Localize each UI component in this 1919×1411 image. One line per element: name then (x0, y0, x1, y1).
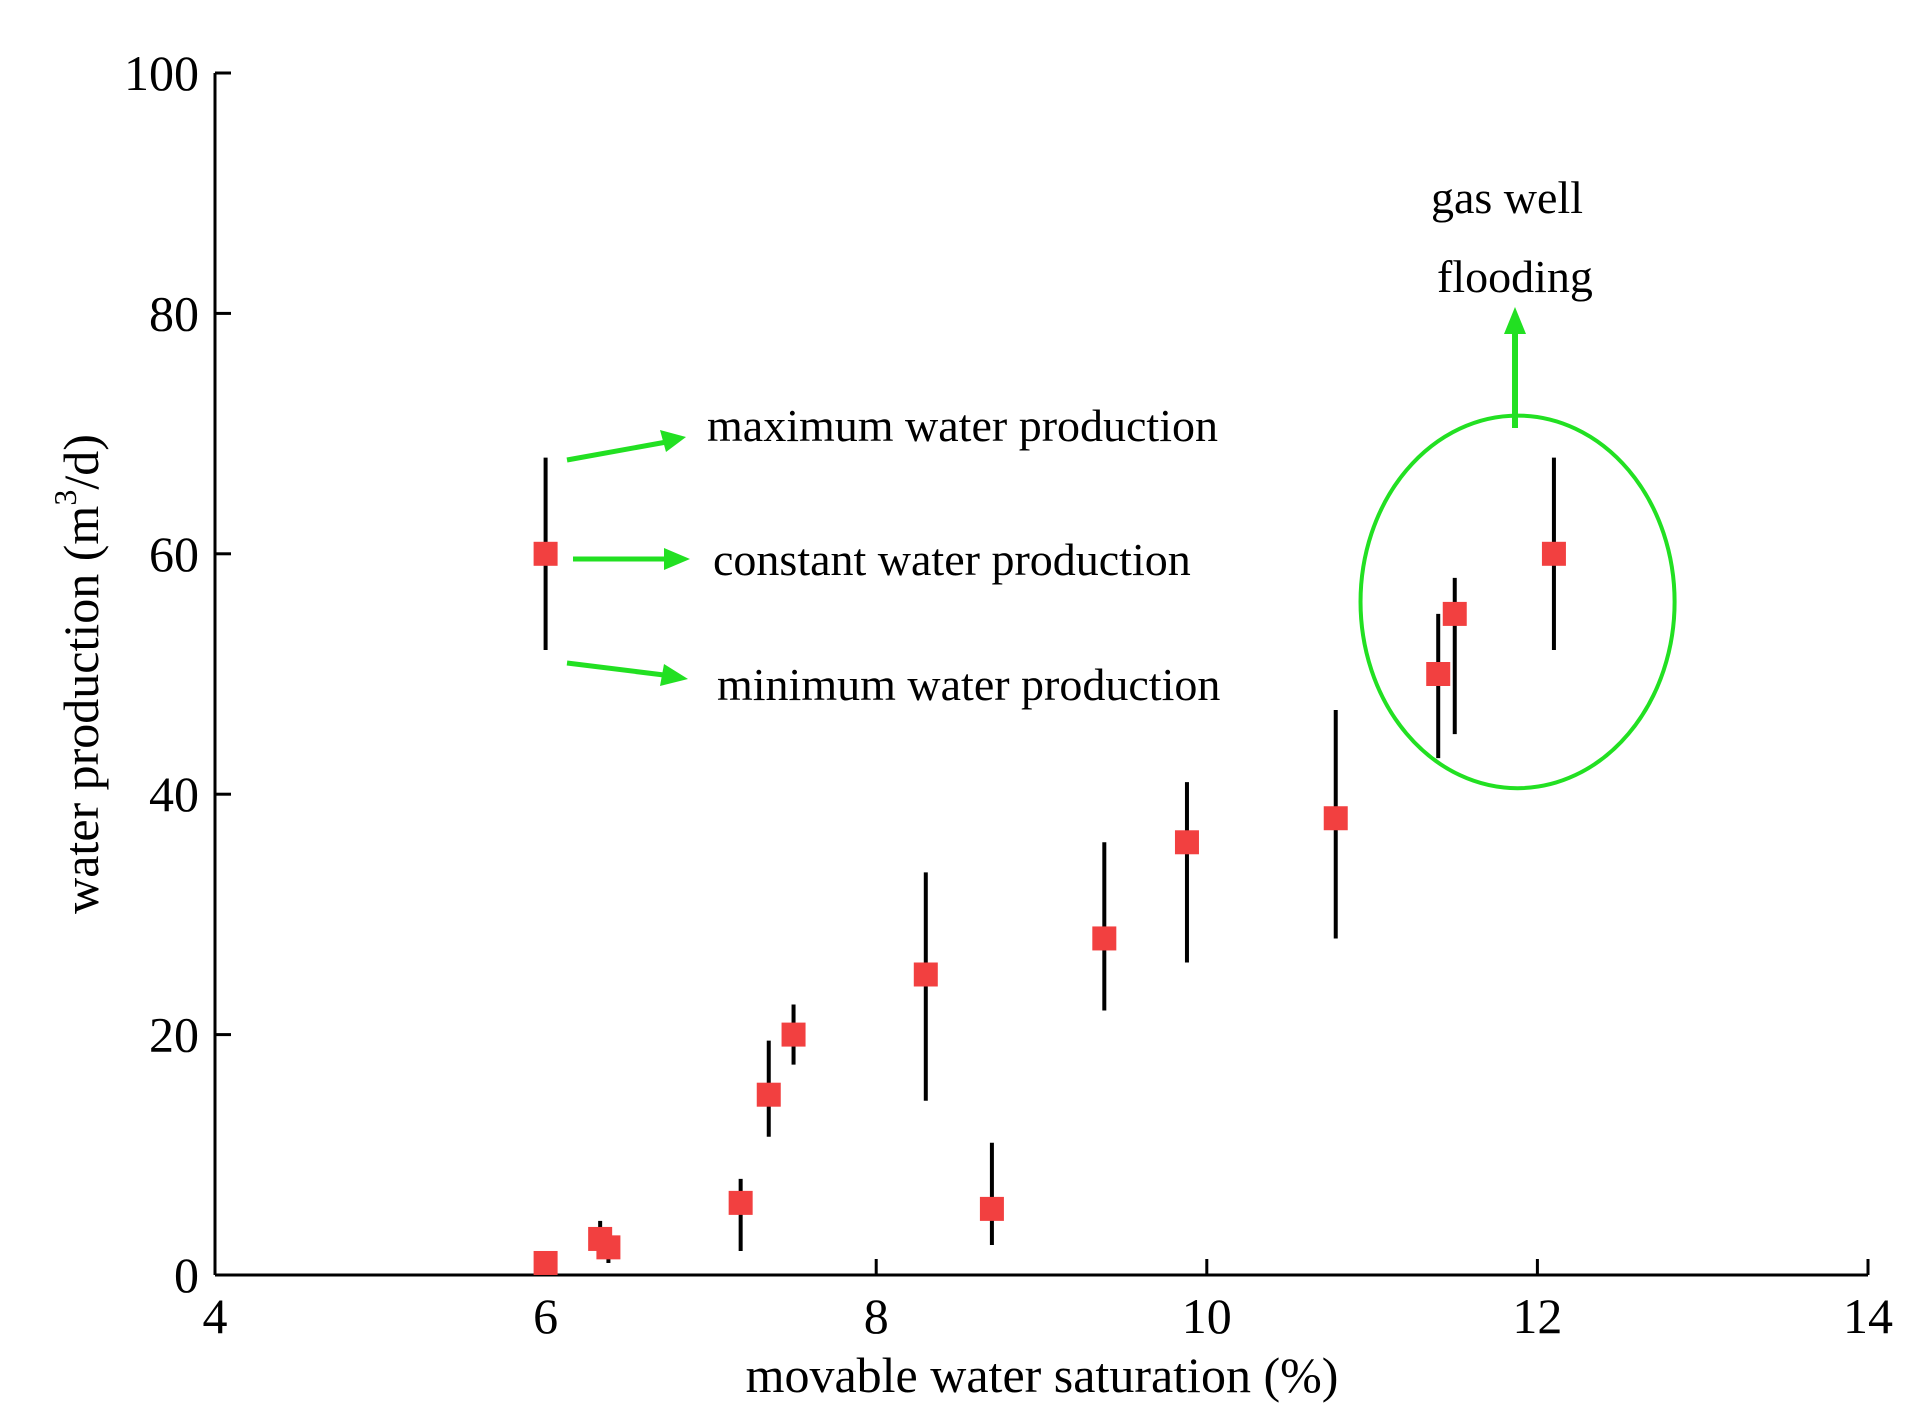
y-axis-title-main: water production (m (53, 506, 109, 914)
y-tick-label: 40 (149, 766, 199, 822)
data-point (596, 1235, 621, 1260)
legend: maximum water production constant water … (533, 400, 1220, 710)
y-tick-label: 60 (149, 526, 199, 582)
x-tick-label: 10 (1182, 1288, 1232, 1344)
annotation-arrow-head (1504, 307, 1526, 334)
x-tick-label: 12 (1512, 1288, 1562, 1344)
flooding-region-ellipse (1358, 413, 1677, 791)
data-point (1174, 830, 1199, 855)
data-point (1426, 662, 1451, 686)
x-axis-title: movable water saturation (%) (746, 1347, 1339, 1403)
legend-arrow-constant (573, 548, 690, 570)
y-tick-label: 100 (124, 45, 199, 101)
data-point (533, 1250, 558, 1275)
y-tick-label: 80 (149, 285, 199, 341)
data-point (781, 1022, 806, 1047)
data-point (1442, 601, 1467, 626)
data-point (979, 1196, 1004, 1221)
axes (213, 73, 1868, 1277)
y-ticks: 0 20 40 60 80 100 (124, 45, 231, 1303)
legend-arrow-max (566, 430, 686, 463)
legend-marker (533, 541, 558, 566)
gas-well-flooding-annotation: gas well flooding (1358, 172, 1677, 791)
y-tick-label: 0 (174, 1247, 199, 1303)
x-tick-label: 6 (533, 1288, 558, 1344)
y-tick-label: 20 (149, 1007, 199, 1063)
x-tick-label: 8 (864, 1288, 889, 1344)
data-point (1323, 806, 1348, 831)
annotation-text-line1: gas well (1431, 172, 1583, 223)
data-point (1541, 541, 1566, 566)
error-bars (543, 457, 1556, 1269)
x-tick-label: 4 (203, 1288, 228, 1344)
data-markers (533, 541, 1566, 1275)
data-point (756, 1082, 781, 1107)
y-axis-title: water production (m3/d) (47, 434, 109, 914)
y-axis-title-unit: /d) (53, 434, 109, 490)
legend-arrow-min (566, 660, 688, 686)
legend-label-max: maximum water production (707, 400, 1218, 451)
x-tick-label: 14 (1843, 1288, 1893, 1344)
x-ticks: 4 6 8 10 12 14 (203, 1259, 1893, 1344)
annotation-text-line2: flooding (1437, 251, 1593, 302)
data-point (1092, 926, 1117, 951)
data-point (728, 1190, 753, 1215)
legend-label-constant: constant water production (713, 534, 1191, 585)
data-point (913, 962, 938, 987)
y-axis-title-superscript: 3 (47, 490, 83, 506)
legend-label-min: minimum water production (717, 659, 1220, 710)
